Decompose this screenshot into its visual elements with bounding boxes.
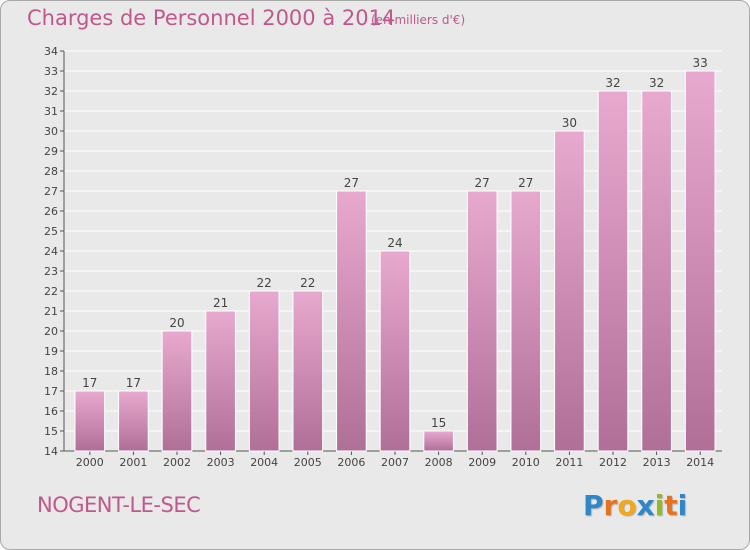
y-tick-label: 16 [44, 405, 58, 418]
bar [423, 430, 454, 452]
bar-value-label: 22 [300, 276, 315, 290]
logo-letter: x [636, 489, 655, 522]
bar-value-label: 32 [649, 76, 664, 90]
x-tick-label: 2003 [207, 456, 235, 469]
bar-value-label: 22 [257, 276, 272, 290]
bar [248, 290, 280, 452]
y-tick-label: 26 [44, 205, 58, 218]
x-tick-label: 2014 [686, 456, 714, 469]
y-tick-label: 15 [44, 425, 58, 438]
bar-value-label: 27 [518, 176, 533, 190]
x-tick-label: 2012 [599, 456, 627, 469]
x-tick-label: 2008 [425, 456, 453, 469]
x-tick-label: 2006 [337, 456, 365, 469]
bar [74, 390, 106, 452]
x-tick-label: 2013 [643, 456, 671, 469]
y-tick-label: 19 [44, 345, 58, 358]
bar-value-label: 27 [344, 176, 359, 190]
bar [118, 390, 149, 452]
x-tick-label: 2002 [163, 456, 191, 469]
x-tick-label: 2011 [555, 456, 583, 469]
x-tick-label: 2001 [119, 456, 147, 469]
logo-letter: r [603, 489, 618, 522]
x-tick-label: 2000 [76, 456, 104, 469]
bar-value-label: 15 [431, 416, 446, 430]
x-tick-label: 2005 [294, 456, 322, 469]
x-tick-label: 2004 [250, 456, 278, 469]
y-tick-label: 22 [44, 285, 58, 298]
bar [466, 190, 498, 452]
logo-letter: t [664, 489, 678, 522]
y-tick-label: 32 [44, 85, 58, 98]
x-tick-label: 2007 [381, 456, 409, 469]
y-tick-label: 23 [44, 265, 58, 278]
labels: 14 15 16 17 18 19 20 21 22 23 24 25 26 27 28 29 30 31 32 33… [44, 45, 714, 469]
logo-letter: i [677, 489, 688, 522]
bar-value-label: 30 [562, 116, 577, 130]
y-tick-label: 28 [44, 165, 58, 178]
y-tick-label: 31 [44, 105, 58, 118]
chart-title: Charges de Personnel 2000 à 2014 [27, 6, 396, 30]
bar [379, 250, 411, 452]
bar-value-label: 21 [213, 296, 228, 310]
x-tick-label: 2009 [468, 456, 496, 469]
bar-value-label: 27 [475, 176, 490, 190]
y-tick-label: 30 [44, 125, 58, 138]
chart-subtitle: (en milliers d'€) [371, 13, 466, 27]
logo-letter: i [654, 489, 665, 522]
place-name: NOGENT-LE-SEC [37, 493, 201, 517]
bar [597, 90, 629, 452]
bar-value-label: 24 [387, 236, 402, 250]
bar [510, 190, 542, 452]
bar [641, 90, 672, 452]
y-tick-label: 27 [44, 185, 58, 198]
proxiti-logo: Proxiti [583, 489, 687, 522]
y-tick-label: 33 [44, 65, 58, 78]
y-tick-label: 29 [44, 145, 58, 158]
logo-letter: P [583, 489, 604, 522]
bar-value-label: 17 [82, 376, 97, 390]
bars [74, 70, 716, 452]
y-tick-label: 18 [44, 365, 58, 378]
bar [336, 190, 367, 452]
bar [161, 330, 193, 452]
bar-value-label: 32 [605, 76, 620, 90]
y-tick-label: 25 [44, 225, 58, 238]
bar [205, 310, 236, 452]
bar [292, 290, 324, 452]
y-tick-label: 14 [44, 445, 58, 458]
bar-value-label: 33 [693, 56, 708, 70]
y-tick-label: 24 [44, 245, 58, 258]
logo-letter: o [617, 489, 637, 522]
bar [684, 70, 716, 452]
bar-value-label: 17 [126, 376, 141, 390]
bar-value-label: 20 [169, 316, 184, 330]
x-tick-label: 2010 [512, 456, 540, 469]
y-tick-label: 34 [44, 45, 58, 58]
y-tick-label: 20 [44, 325, 58, 338]
y-tick-label: 17 [44, 385, 58, 398]
y-tick-label: 21 [44, 305, 58, 318]
bar [554, 130, 585, 452]
